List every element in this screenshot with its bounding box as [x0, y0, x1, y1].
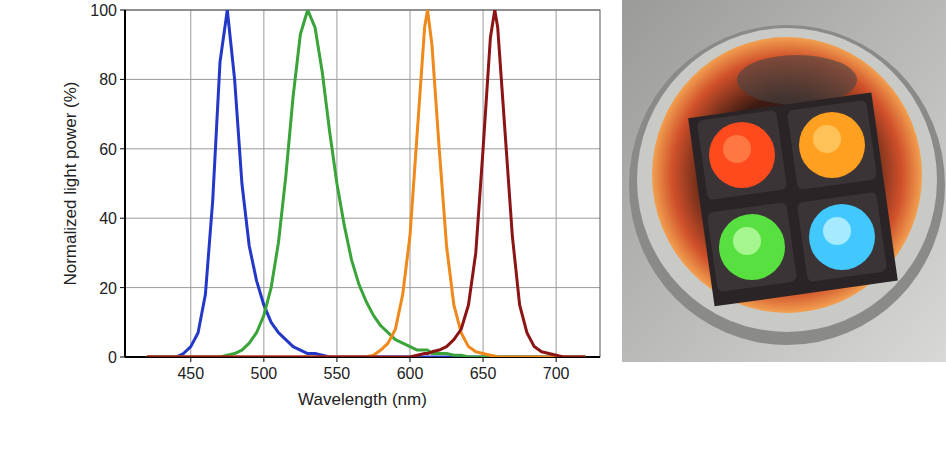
x-tick-label: 700	[543, 365, 570, 382]
y-tick	[120, 357, 125, 358]
figure: 450 500 550 600 650 700 0 20 40 60 80 100 Wavelength…	[0, 0, 946, 461]
led-lens	[719, 214, 785, 280]
x-tick-label: 650	[470, 365, 497, 382]
x-tick	[483, 357, 484, 362]
led-die	[707, 202, 797, 292]
led-die	[797, 192, 887, 282]
led-die	[787, 100, 877, 190]
spectrum-line	[147, 10, 585, 357]
led-lens	[799, 112, 865, 178]
spectrum-line	[147, 10, 585, 357]
grid-line-y	[125, 218, 600, 219]
y-tick-label: 60	[99, 141, 117, 158]
x-axis-title: Wavelength (nm)	[298, 390, 427, 409]
y-tick-label: 20	[99, 280, 117, 297]
x-tick-label: 500	[250, 365, 277, 382]
y-tick	[120, 148, 125, 149]
grid-line-y	[125, 79, 600, 80]
x-tick-label: 550	[324, 365, 351, 382]
grid-line-x	[483, 10, 484, 357]
y-tick	[120, 218, 125, 219]
curves	[147, 10, 585, 357]
led-die	[697, 110, 787, 200]
led-lens	[709, 122, 775, 188]
grid-line-x	[190, 10, 191, 357]
spectrum-line	[147, 10, 585, 357]
led-highlight	[733, 227, 761, 255]
grid-line-x	[410, 10, 411, 357]
led-substrate	[688, 92, 898, 306]
grid-line-y	[125, 148, 600, 149]
grid-line-x	[556, 10, 557, 357]
ring	[637, 28, 937, 332]
y-tick-label: 40	[99, 210, 117, 227]
x-tick-label: 600	[397, 365, 424, 382]
led-photo	[622, 0, 946, 362]
x-tick	[190, 357, 191, 362]
grid-line-y	[125, 287, 600, 288]
x-tick	[336, 357, 337, 362]
y-tick-label: 100	[90, 2, 117, 19]
led-lens	[809, 204, 875, 270]
y-tick	[120, 287, 125, 288]
x-tick	[263, 357, 264, 362]
ring-outer	[629, 25, 945, 345]
y-tick	[120, 10, 125, 11]
y-axis	[124, 10, 126, 357]
photo-background	[622, 0, 946, 362]
x-tick-label: 450	[177, 365, 204, 382]
y-tick-label: 0	[108, 349, 117, 366]
led-highlight	[723, 135, 751, 163]
x-tick	[410, 357, 411, 362]
x-tick	[556, 357, 557, 362]
plot-frame	[125, 10, 600, 357]
y-tick-label: 80	[99, 71, 117, 88]
led-highlight	[813, 125, 841, 153]
reflector	[652, 37, 922, 313]
y-tick	[120, 79, 125, 80]
led-highlight	[823, 217, 851, 245]
spectrum-line	[147, 10, 585, 357]
y-axis-title: Normalized light power (%)	[61, 81, 80, 285]
